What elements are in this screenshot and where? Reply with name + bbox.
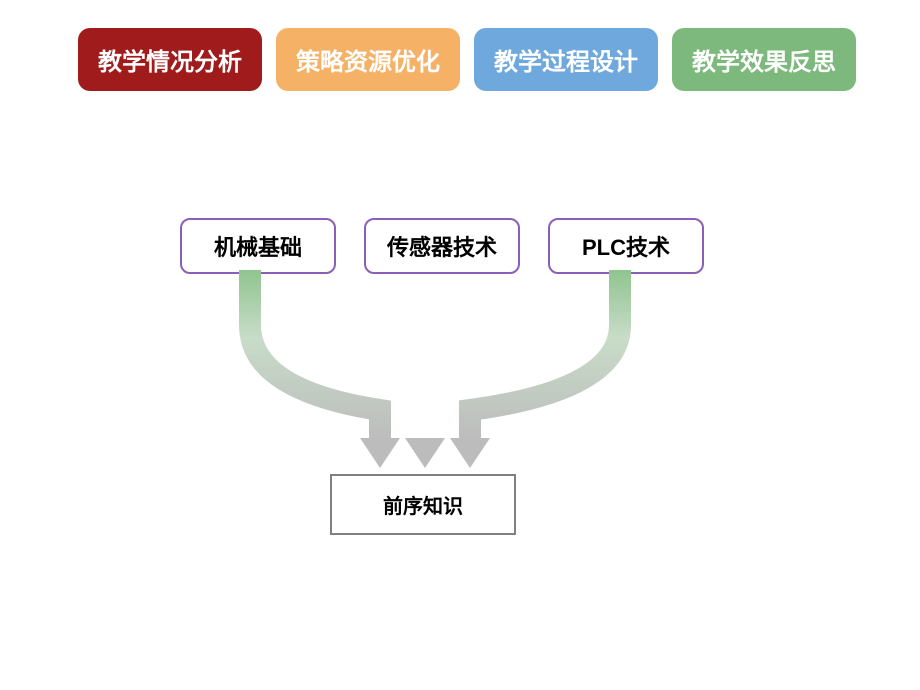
source-row: 机械基础 传感器技术 PLC技术: [180, 218, 704, 274]
tab-reflection[interactable]: 教学效果反思: [672, 28, 856, 91]
arrow-right: [470, 270, 620, 440]
tab-process[interactable]: 教学过程设计: [474, 28, 658, 91]
arrowhead-left-icon: [360, 438, 400, 468]
arrow-left: [250, 270, 380, 440]
target-box-prerequisite: 前序知识: [330, 474, 516, 535]
tab-strategy[interactable]: 策略资源优化: [276, 28, 460, 91]
tab-bar: 教学情况分析 策略资源优化 教学过程设计 教学效果反思: [0, 0, 920, 91]
arrowhead-middle-icon: [405, 438, 445, 468]
source-box-plc: PLC技术: [548, 218, 704, 274]
arrowhead-right-icon: [450, 438, 490, 468]
source-box-sensor: 传感器技术: [364, 218, 520, 274]
arrows-diagram: [180, 270, 740, 480]
tab-analysis[interactable]: 教学情况分析: [78, 28, 262, 91]
source-box-mechanical: 机械基础: [180, 218, 336, 274]
